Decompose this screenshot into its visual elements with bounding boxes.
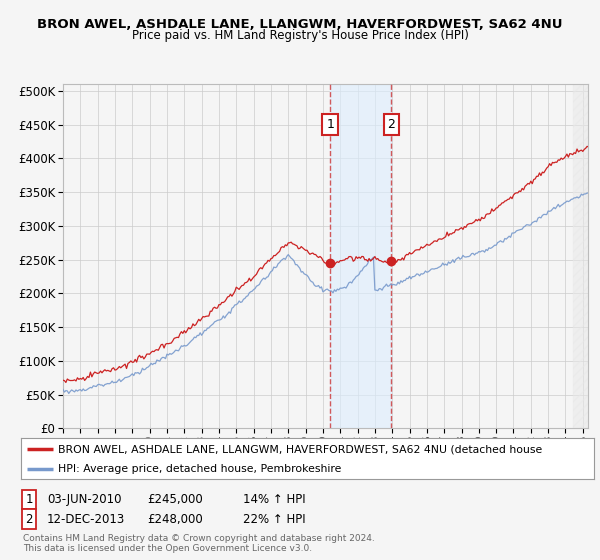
Text: 03-JUN-2010: 03-JUN-2010	[47, 493, 121, 506]
Text: 1: 1	[326, 118, 334, 131]
Text: Price paid vs. HM Land Registry's House Price Index (HPI): Price paid vs. HM Land Registry's House …	[131, 29, 469, 42]
Text: 22% ↑ HPI: 22% ↑ HPI	[243, 512, 305, 526]
Text: 1: 1	[25, 493, 33, 506]
Bar	[573, 84, 596, 428]
Text: £245,000: £245,000	[147, 493, 203, 506]
Text: BRON AWEL, ASHDALE LANE, LLANGWM, HAVERFORDWEST, SA62 4NU: BRON AWEL, ASHDALE LANE, LLANGWM, HAVERF…	[37, 18, 563, 31]
Text: Contains HM Land Registry data © Crown copyright and database right 2024.
This d: Contains HM Land Registry data © Crown c…	[23, 534, 374, 553]
Text: 14% ↑ HPI: 14% ↑ HPI	[243, 493, 305, 506]
Text: 2: 2	[388, 118, 395, 131]
Text: 2: 2	[25, 512, 33, 526]
Text: HPI: Average price, detached house, Pembrokeshire: HPI: Average price, detached house, Pemb…	[58, 464, 341, 474]
Text: 12-DEC-2013: 12-DEC-2013	[47, 512, 125, 526]
Text: BRON AWEL, ASHDALE LANE, LLANGWM, HAVERFORDWEST, SA62 4NU (detached house: BRON AWEL, ASHDALE LANE, LLANGWM, HAVERF…	[58, 445, 542, 454]
Text: £248,000: £248,000	[147, 512, 203, 526]
Bar	[330, 84, 391, 428]
